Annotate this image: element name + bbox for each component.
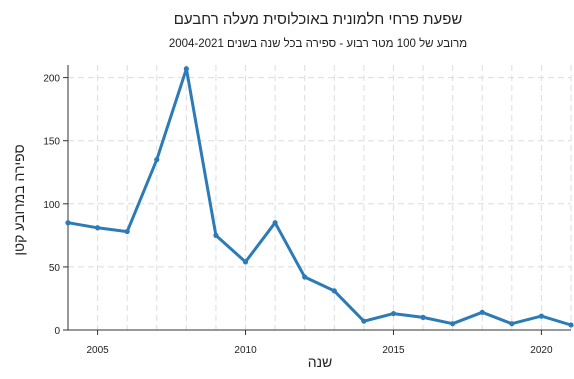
y-axis-ticks: 0 50 100 150 200 [43,74,68,337]
y-tick-label: 150 [43,137,60,148]
data-point [183,66,189,72]
series-group [65,66,574,328]
x-axis-label: שנה [308,354,333,370]
data-point [213,232,219,238]
x-tick-label: 2020 [530,345,553,356]
chart-title: שפעת פרחי חלמונית באוכלוסית מעלה רחבעם [174,11,463,28]
series-line [66,67,573,327]
data-point [242,259,249,265]
y-tick-label: 100 [43,200,60,211]
y-axis-label: ספירה במרובע קטן [11,144,27,255]
y-tick-label: 200 [43,74,60,85]
data-point [124,228,130,235]
x-tick-label: 2010 [234,345,257,356]
axes [67,65,571,331]
x-tick-label: 2005 [86,345,109,356]
data-point [361,318,367,324]
data-point [568,322,574,328]
data-point [420,314,426,320]
y-tick-label: 50 [49,263,61,274]
chart-subtitle: מרובע של 100 מטר רבוע - ספירה בכל שנה בש… [169,37,467,50]
data-point [479,309,485,315]
data-point [65,220,71,226]
data-point [450,321,456,327]
data-point [509,321,515,327]
data-point [302,274,308,280]
y-tick-label: 0 [54,326,60,337]
data-point [331,288,337,294]
data-point [390,310,397,317]
data-point [154,157,160,163]
x-axis-ticks: 2005 2010 2015 2020 [86,330,553,356]
data-point [272,220,278,226]
x-tick-label: 2015 [382,345,405,356]
grid [67,65,572,330]
data-point [94,225,101,231]
data-point [538,313,545,319]
